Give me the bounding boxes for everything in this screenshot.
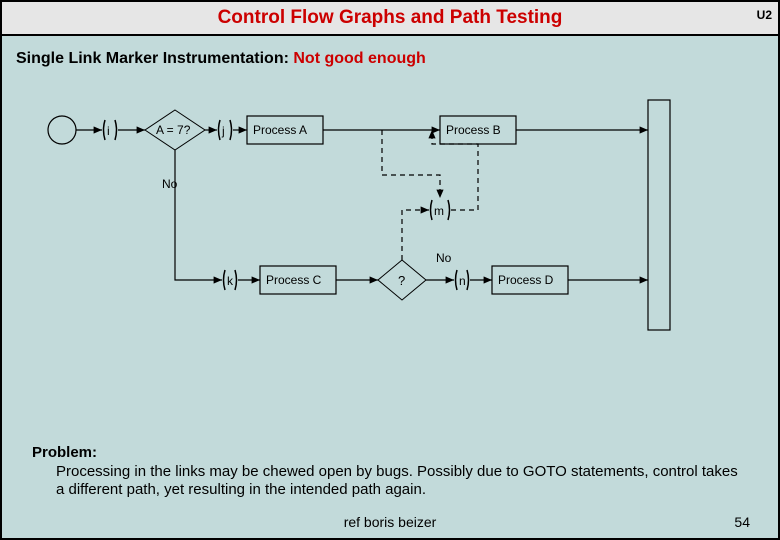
no-label-2: No xyxy=(436,251,452,265)
process-a-label: Process A xyxy=(253,123,307,137)
subtitle-prefix: Single Link Marker Instrumentation: xyxy=(16,50,293,67)
subtitle-emph: Not good enough xyxy=(293,50,425,67)
svg-text:A = 7?: A = 7? xyxy=(156,123,191,137)
n-marker: n xyxy=(456,270,469,290)
svg-text:n: n xyxy=(459,274,466,288)
sink-bar xyxy=(648,100,670,330)
m-marker: m xyxy=(431,200,450,220)
header-bar: Control Flow Graphs and Path Testing U2 xyxy=(2,2,778,36)
start-node xyxy=(48,116,76,144)
process-c-label: Process C xyxy=(266,273,322,287)
process-d-label: Process D xyxy=(498,273,554,287)
edge-pa-m xyxy=(382,130,440,198)
j-marker: j xyxy=(219,120,232,140)
footer-ref: ref boris beizer xyxy=(2,514,778,530)
svg-text:m: m xyxy=(434,204,444,218)
slide-page: Control Flow Graphs and Path Testing U2 … xyxy=(0,0,780,540)
edge-d2-m xyxy=(402,210,429,260)
k-marker: k xyxy=(224,270,237,290)
problem-body: Processing in the links may be chewed op… xyxy=(32,463,748,501)
footer-page: 54 xyxy=(734,514,750,530)
subtitle: Single Link Marker Instrumentation: Not … xyxy=(16,50,426,68)
problem-block: Problem: Processing in the links may be … xyxy=(32,444,748,500)
svg-text:i: i xyxy=(107,124,110,138)
svg-text:?: ? xyxy=(398,273,405,288)
svg-text:k: k xyxy=(227,274,234,288)
page-title: Control Flow Graphs and Path Testing xyxy=(218,7,563,29)
decision-2: ? xyxy=(378,260,426,300)
edge-d1-k xyxy=(175,150,222,280)
i-marker: i xyxy=(104,120,117,140)
unit-badge: U2 xyxy=(757,8,772,22)
problem-label: Problem: xyxy=(32,444,748,463)
flowchart: i A = 7? j Process A Process B No m k xyxy=(2,80,780,420)
process-b-label: Process B xyxy=(446,123,501,137)
svg-text:j: j xyxy=(221,124,225,138)
decision-a-eq-7: A = 7? xyxy=(145,110,205,150)
